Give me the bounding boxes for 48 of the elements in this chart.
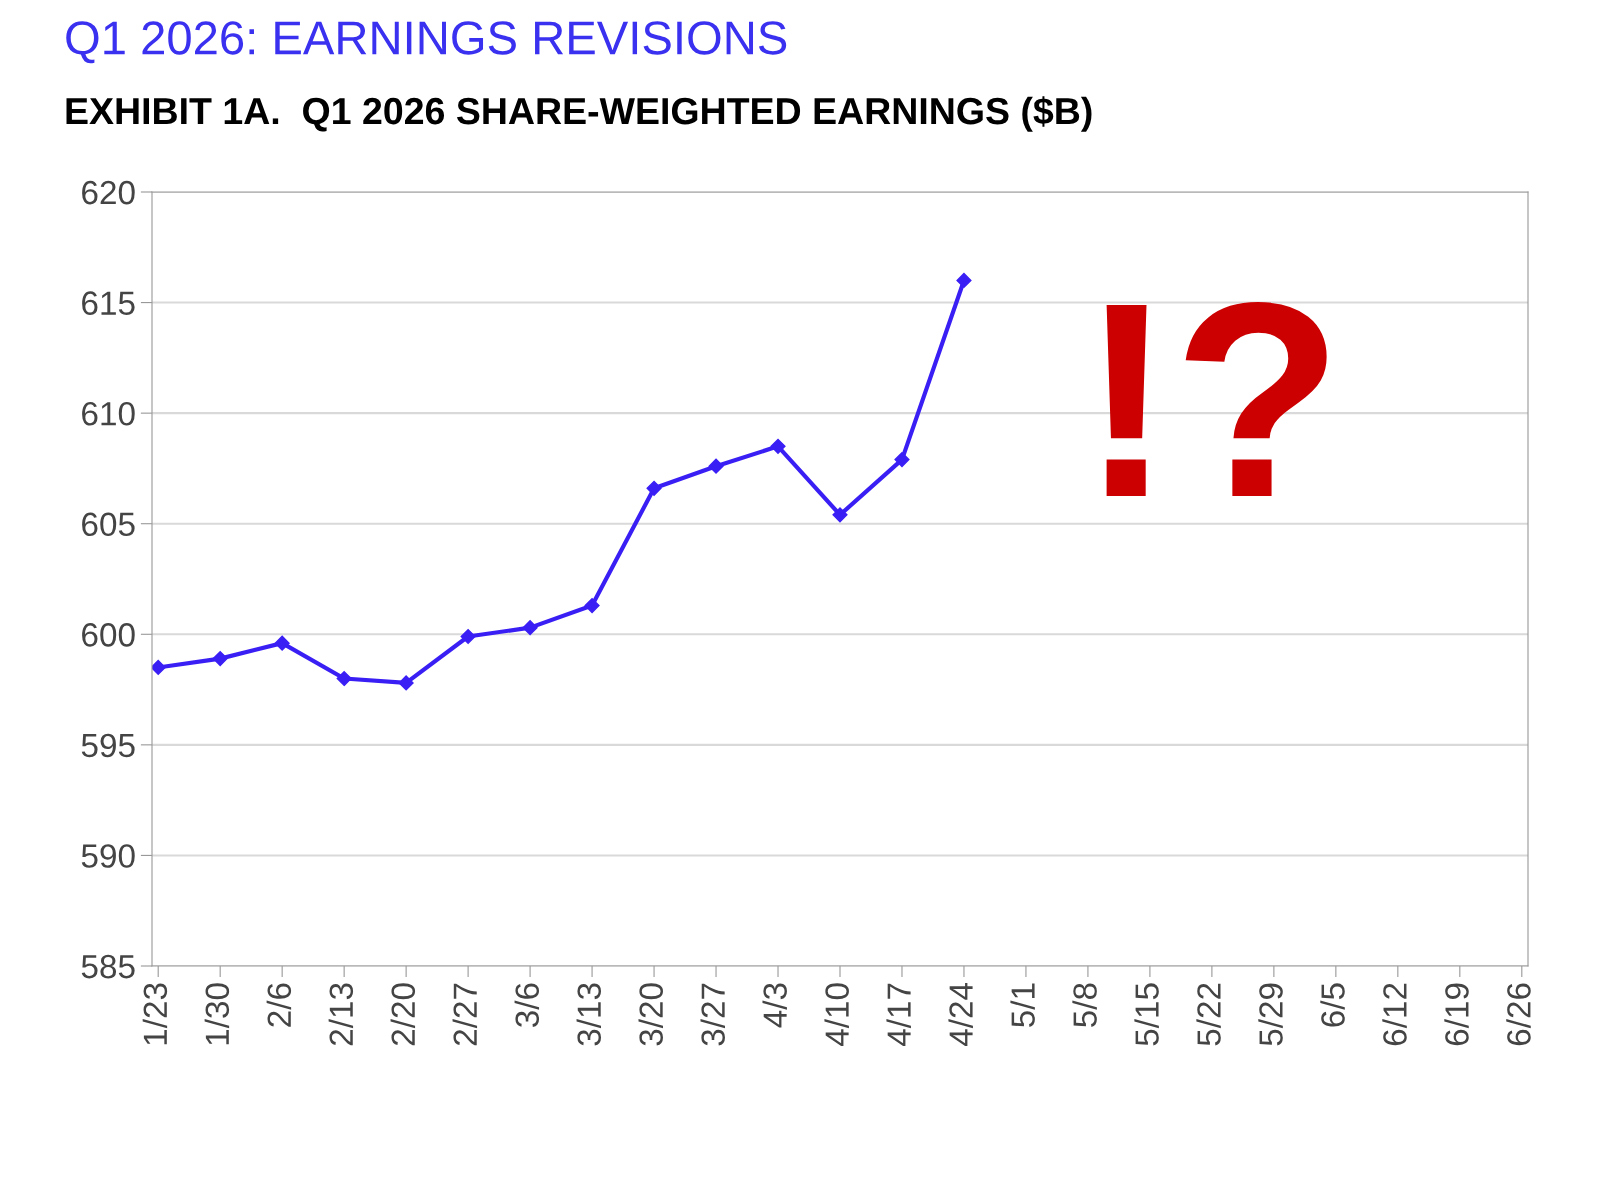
point — [336, 670, 352, 687]
point — [152, 659, 166, 676]
point — [460, 628, 476, 645]
x-tick-label: 5/1 — [1010, 983, 1035, 1027]
point — [646, 480, 662, 496]
x-tick-label: 3/13 — [576, 983, 602, 1046]
x-tick-label: 4/17 — [886, 983, 911, 1047]
x-tick-label: 2/27 — [452, 983, 478, 1046]
y-tick-label: 595 — [81, 733, 135, 758]
x-tick-label: 2/20 — [390, 983, 416, 1046]
point — [708, 458, 724, 474]
y-tick-label: 610 — [82, 401, 135, 426]
y-tick-label: 620 — [82, 180, 135, 205]
point — [274, 635, 290, 651]
x-tick-label: 1/23 — [142, 983, 168, 1045]
chart-title: Q1 2026: EARNINGS REVISIONS — [66, 21, 787, 64]
x-tick-label: 1/30 — [204, 983, 230, 1045]
y-tick-label: 590 — [81, 844, 135, 868]
point — [956, 272, 972, 289]
point — [832, 507, 848, 523]
x-tick-label: 3/20 — [638, 983, 663, 1046]
x-tick-label: 5/29 — [1258, 983, 1283, 1046]
x-tick-label: 4/10 — [824, 983, 849, 1047]
y-tick-label: 605 — [82, 512, 135, 537]
chart-subtitle: EXHIBIT 1A. Q1 2026 SHARE-WEIGHTED EARNINGS ($B) — [66, 96, 1092, 132]
x-tick-label: 6/5 — [1320, 983, 1345, 1027]
point — [212, 651, 228, 667]
x-tick-label: 5/8 — [1072, 983, 1097, 1027]
x-tick-label: 5/15 — [1134, 983, 1159, 1046]
x-tick-label: 3/27 — [700, 983, 725, 1046]
point — [398, 675, 414, 691]
point — [522, 620, 538, 636]
x-tick-label: 3/6 — [514, 983, 540, 1028]
x-tick-label: 6/19 — [1444, 983, 1469, 1046]
x-tick-label: 2/6 — [266, 983, 292, 1027]
y-tick-label: 585 — [81, 954, 135, 979]
x-tick-label: 2/13 — [328, 983, 354, 1046]
x-tick-label: 6/26 — [1506, 983, 1531, 1046]
x-tick-label: 6/12 — [1382, 983, 1407, 1046]
y-tick-label: 600 — [82, 623, 135, 647]
x-tick-label: 5/22 — [1196, 983, 1221, 1046]
x-tick-label: 4/24 — [948, 982, 973, 1047]
point — [584, 597, 600, 614]
point — [894, 452, 910, 468]
x-tick-label: 4/3 — [762, 983, 787, 1028]
y-tick-label: 615 — [82, 291, 135, 315]
annotation: !? — [1106, 302, 1327, 497]
point — [770, 438, 786, 454]
